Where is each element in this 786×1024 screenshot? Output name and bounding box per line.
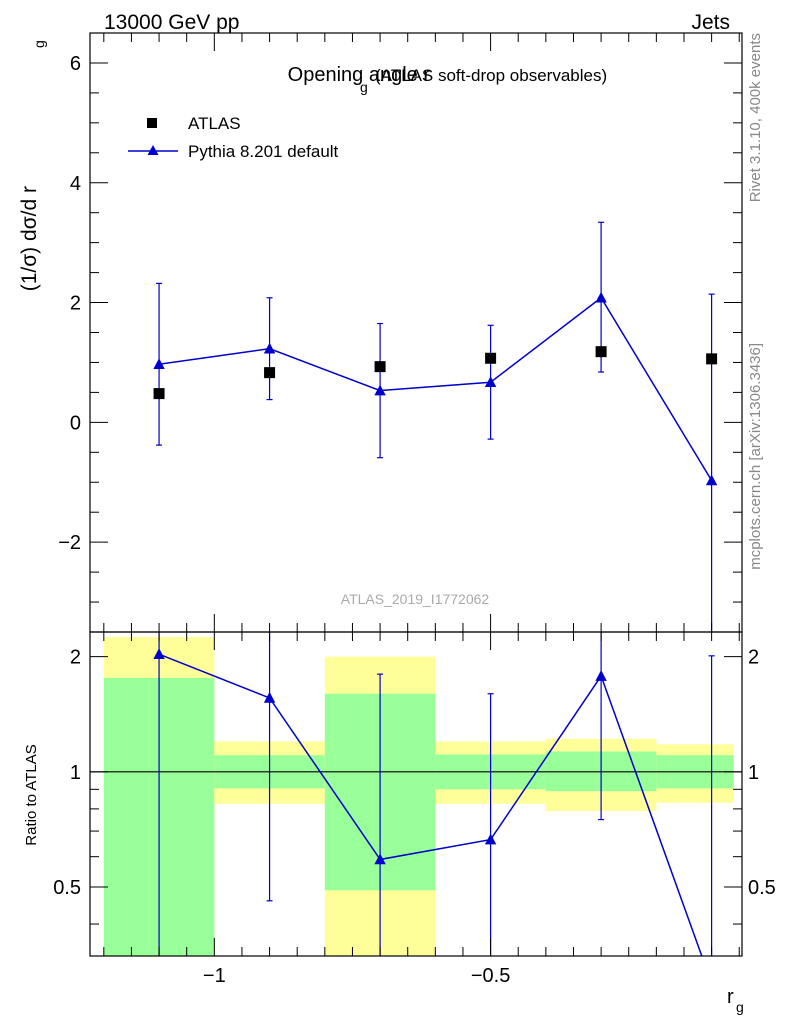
pythia-marker bbox=[705, 474, 718, 486]
ratio-x-axis-label-subscript: g bbox=[736, 999, 744, 1015]
pythia-marker bbox=[484, 376, 497, 388]
ratio-y-tick-label-right: 0.5 bbox=[748, 877, 776, 899]
chart-title-subscript: g bbox=[360, 79, 368, 95]
side-info-bottom: mcplots.cern.ch [arXiv:1306.3436] bbox=[747, 343, 764, 570]
pythia-marker bbox=[263, 342, 276, 354]
main-plot-area: −2 0 2 4 6 bbox=[58, 32, 743, 633]
ratio-plot-area: 0.5 0.5 1 1 2 2 −1 −0.5 bbox=[53, 631, 776, 987]
ratio-y-tick-label-right: 2 bbox=[748, 647, 759, 669]
legend: ATLAS Pythia 8.201 default bbox=[128, 114, 339, 161]
chart-title: Opening angle r bbox=[288, 64, 431, 86]
main-y-axis-label: (1/σ) dσ/d r bbox=[18, 186, 41, 291]
ratio-x-axis-label: r bbox=[727, 986, 734, 1008]
ratio-plot-frame bbox=[89, 631, 743, 957]
pythia-marker bbox=[595, 291, 607, 303]
ratio-y-tick-label-left: 0.5 bbox=[53, 877, 81, 899]
side-info-top: Rivet 3.1.10, 400k events bbox=[747, 33, 764, 202]
atlas-marker bbox=[264, 367, 276, 379]
legend-marker-atlas bbox=[147, 118, 157, 128]
pythia-marker bbox=[153, 358, 165, 370]
ratio-y-axis-label: Ratio to ATLAS bbox=[23, 744, 40, 845]
header-right: Jets bbox=[691, 11, 730, 34]
ratio-y-tick-label-left: 2 bbox=[70, 647, 81, 669]
pythia-ratio-line bbox=[158, 653, 703, 956]
atlas-marker bbox=[485, 352, 497, 364]
pythia-ratio-marker bbox=[263, 691, 276, 703]
atlas-marker bbox=[153, 388, 165, 400]
main-plot-panel: −2 0 2 4 6 Opening angle r g (ATLAS soft-dro… bbox=[18, 32, 743, 633]
legend-marker-pythia bbox=[147, 145, 159, 155]
ratio-y-tick-label-left: 1 bbox=[70, 762, 81, 784]
watermark: ATLAS_2019_I1772062 bbox=[341, 591, 490, 607]
chart-title-paren: (ATLAS soft-drop observables) bbox=[375, 66, 607, 85]
main-y-tick-label: −2 bbox=[58, 532, 81, 554]
ratio-x-tick-label: −0.5 bbox=[471, 965, 510, 987]
main-y-tick-label: 2 bbox=[70, 293, 81, 315]
chart-title-main: Opening angle r bbox=[288, 64, 431, 86]
pythia-ratio-marker bbox=[374, 853, 386, 865]
pythia-marker bbox=[374, 384, 386, 396]
atlas-marker bbox=[374, 361, 386, 373]
main-y-tick-label: 0 bbox=[70, 412, 81, 434]
legend-label-pythia: Pythia 8.201 default bbox=[188, 142, 339, 161]
ratio-x-tick-label: −1 bbox=[203, 965, 226, 987]
main-y-tick-label: 6 bbox=[70, 53, 81, 75]
main-y-axis-label-subscript: g bbox=[31, 40, 47, 48]
ratio-y-tick-label-right: 1 bbox=[748, 762, 759, 784]
pythia-ratio-marker bbox=[595, 670, 607, 681]
header-left: 13000 GeV pp bbox=[104, 11, 239, 34]
pythia-ratio-marker bbox=[153, 648, 165, 659]
atlas-marker bbox=[706, 353, 718, 365]
pythia-ratio-marker bbox=[484, 833, 497, 845]
ratio-plot-panel: 0.5 0.5 1 1 2 2 −1 −0.5 Ratio to ATLAS r g bbox=[23, 631, 776, 1015]
pythia-series-line bbox=[158, 296, 713, 481]
atlas-marker bbox=[595, 346, 607, 358]
main-y-tick-label: 4 bbox=[70, 173, 81, 195]
ratio-series-group bbox=[153, 632, 715, 956]
legend-label-atlas: ATLAS bbox=[188, 114, 241, 133]
